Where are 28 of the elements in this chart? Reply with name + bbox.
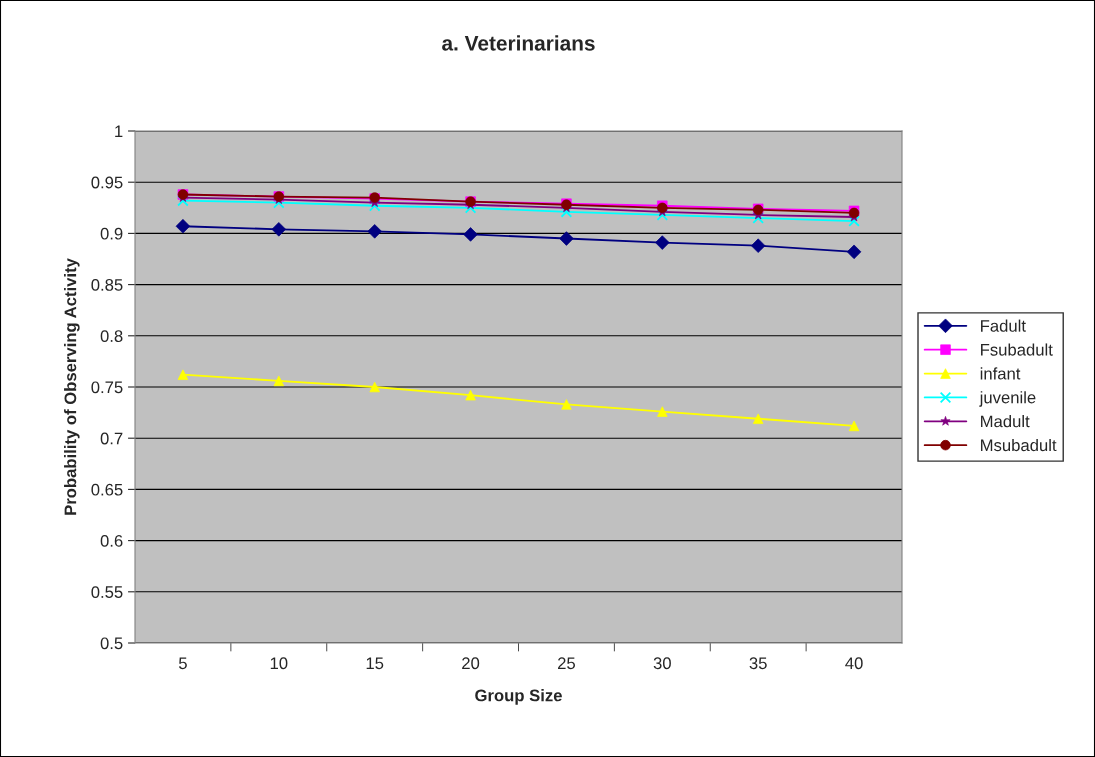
legend-label: infant — [980, 367, 1021, 380]
y-tick-label: 0.8 — [100, 330, 123, 342]
legend-label: Madult — [981, 415, 1030, 428]
x-tick-label: 10 — [270, 657, 288, 670]
chart-title: a. Veterinarians — [442, 35, 595, 51]
x-tick-label: 40 — [845, 657, 863, 670]
y-axis-title: Probability of Observing Activity — [64, 258, 80, 515]
y-tick-label: 0.6 — [100, 535, 123, 547]
y-tick-label: 0.65 — [91, 483, 123, 496]
x-tick-label: 25 — [558, 657, 576, 670]
x-tick-label: 15 — [366, 657, 384, 670]
x-tick-label: 5 — [178, 657, 187, 670]
x-axis-title: Group Size — [475, 689, 562, 705]
y-tick-label: 0.9 — [100, 227, 123, 240]
legend-label: Fsubadult — [981, 343, 1053, 356]
x-tick-label: 35 — [749, 657, 767, 670]
y-tick-label: 0.5 — [100, 637, 123, 650]
y-tick-label: 0.85 — [91, 279, 123, 291]
legend-label: Msubadult — [981, 438, 1057, 452]
y-tick-label: 0.55 — [91, 586, 123, 598]
x-tick-label: 20 — [462, 657, 480, 670]
y-tick-label: 1 — [115, 125, 123, 138]
y-tick-label: 0.95 — [91, 176, 123, 189]
legend-label: juvenile — [979, 391, 1036, 407]
legend-label: Fadult — [981, 319, 1026, 332]
y-tick-label: 0.75 — [91, 381, 123, 394]
y-tick-label: 0.7 — [100, 432, 123, 445]
x-tick-label: 30 — [653, 657, 671, 670]
